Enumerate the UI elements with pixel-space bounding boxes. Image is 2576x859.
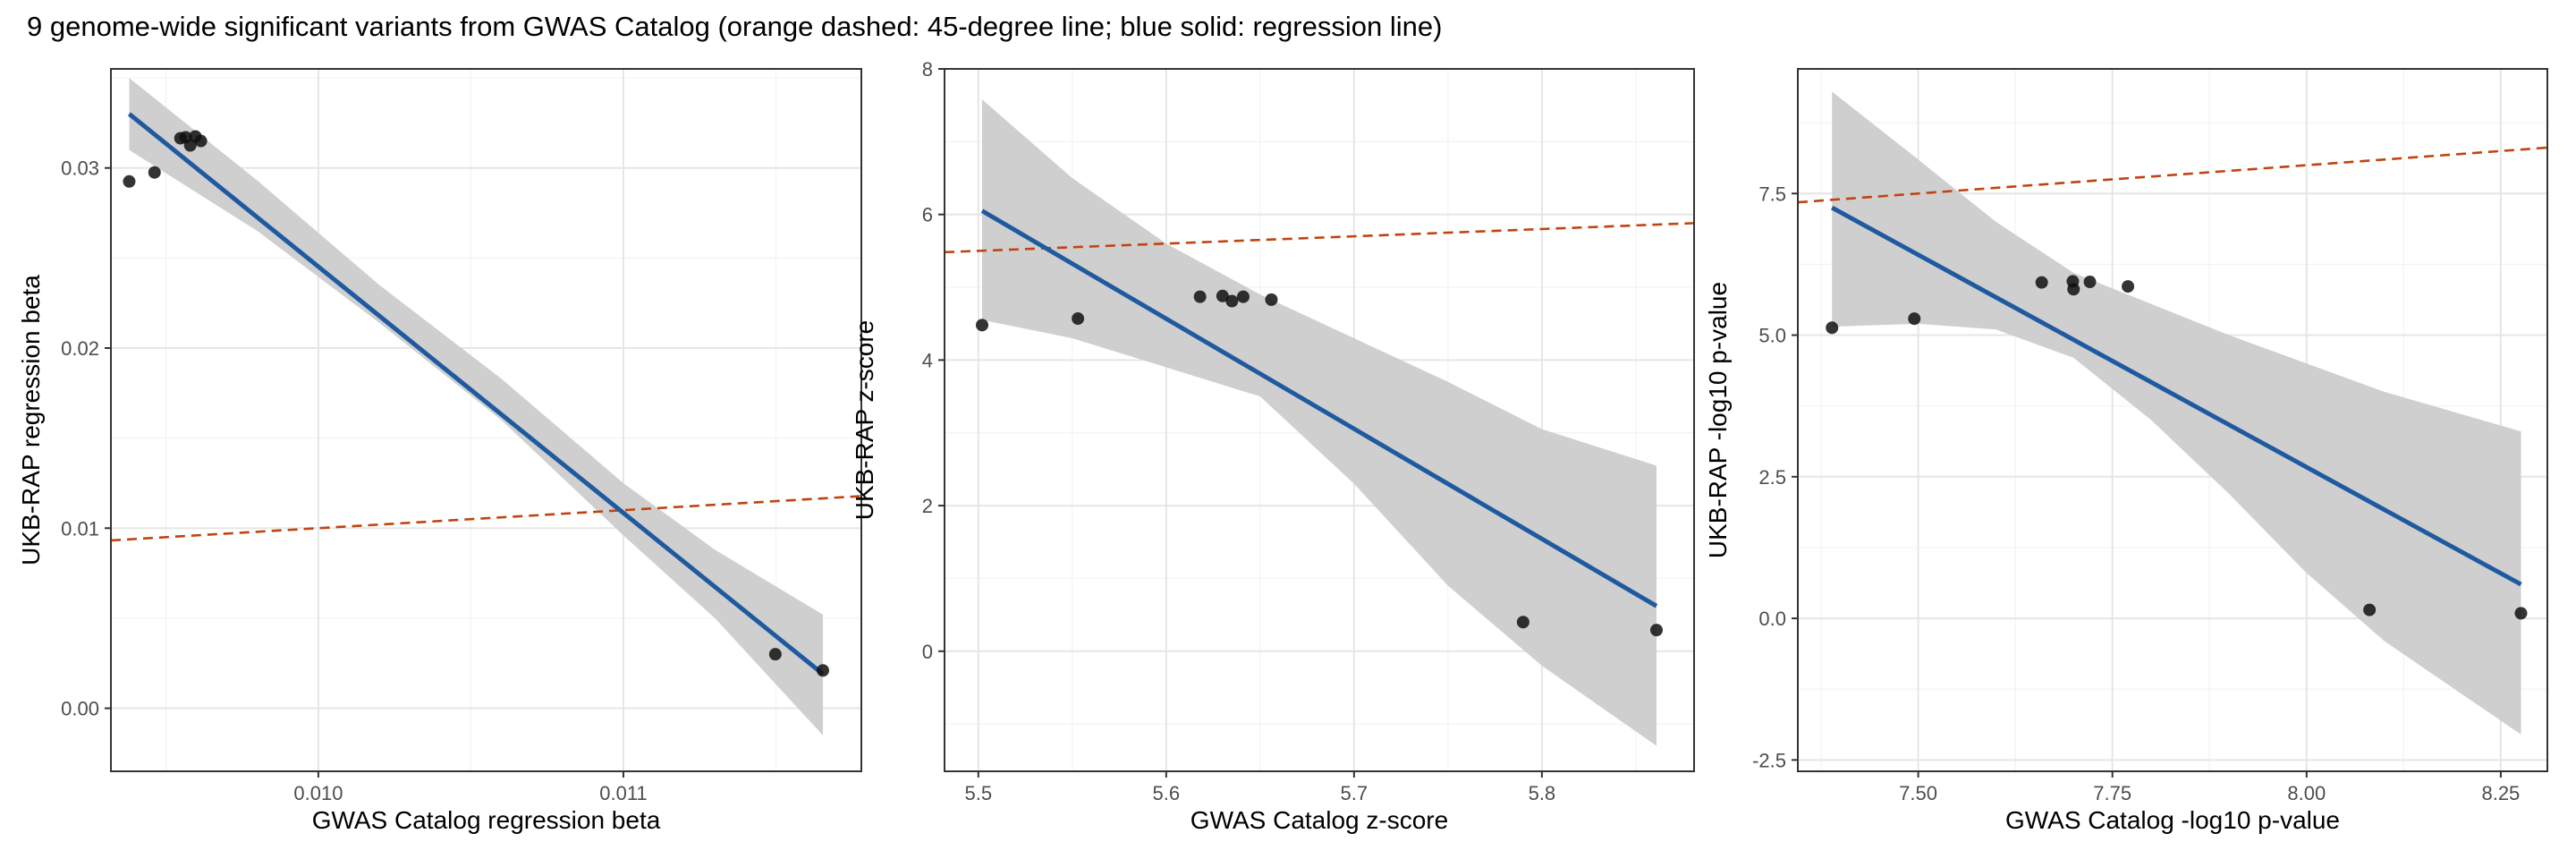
y-tick-label: 2.5 <box>1758 466 1786 489</box>
data-point <box>1649 624 1663 637</box>
confidence-band <box>982 99 1657 746</box>
data-point <box>1225 294 1239 308</box>
y-tick-label: -2.5 <box>1752 749 1786 771</box>
plot-area <box>1798 91 2547 735</box>
x-axis-title: GWAS Catalog z-score <box>1191 806 1448 834</box>
data-point <box>1193 290 1207 303</box>
data-point <box>2083 276 2097 289</box>
data-point <box>817 664 830 677</box>
panel-border <box>944 68 1695 772</box>
y-tick-label: 0.00 <box>61 698 99 720</box>
x-tick-label: 5.7 <box>1341 782 1368 804</box>
panel-border <box>1797 68 2548 772</box>
panel-zscore: 5.5 5.6 5.7 5.8 0 2 4 6 8 GWAS Catalog z-score UKB… <box>851 58 1695 834</box>
panel-log10p: 7.50 7.75 8.00 8.25 -2.5 0.0 2.5 5.0 7.5 GWAS Cat… <box>1704 68 2548 834</box>
y-tick-label: 2 <box>922 495 933 517</box>
data-point <box>123 174 136 188</box>
identity-line <box>1798 146 2547 204</box>
y-tick-label: 0 <box>922 641 933 663</box>
data-point <box>2035 276 2048 289</box>
data-point <box>976 319 989 332</box>
data-point <box>1908 312 1921 326</box>
identity-line <box>945 222 1694 254</box>
x-tick-label: 5.5 <box>965 782 993 804</box>
plot-area <box>111 78 861 736</box>
data-point <box>1236 290 1250 303</box>
panel-border <box>110 68 862 772</box>
data-point <box>1826 321 1839 335</box>
y-axis-title: UKB-RAP -log10 p-value <box>1704 282 1732 558</box>
confidence-band <box>1832 91 2521 735</box>
x-axis-title: GWAS Catalog regression beta <box>312 806 661 834</box>
y-axis-title: UKB-RAP regression beta <box>17 275 45 566</box>
y-tick-label: 6 <box>922 204 933 226</box>
x-tick-label: 5.6 <box>1153 782 1181 804</box>
x-tick-label: 5.8 <box>1529 782 1556 804</box>
identity-line <box>111 495 861 542</box>
x-tick-label: 8.00 <box>2287 782 2326 804</box>
data-point <box>2122 280 2135 293</box>
x-tick-label: 8.25 <box>2481 782 2520 804</box>
data-point <box>148 166 161 179</box>
x-tick-label: 0.011 <box>599 782 647 804</box>
x-tick-label: 7.50 <box>1899 782 1937 804</box>
y-tick-label: 0.01 <box>61 517 99 540</box>
y-tick-label: 4 <box>922 349 933 371</box>
y-axis-title: UKB-RAP z-score <box>851 320 878 521</box>
data-point <box>1072 312 1085 326</box>
y-tick-label: 0.02 <box>61 337 99 360</box>
y-tick-label: 8 <box>922 58 933 81</box>
figure-title: 9 genome-wide significant variants from … <box>27 11 1442 42</box>
data-point <box>2514 607 2528 620</box>
data-point <box>1516 616 1530 629</box>
data-point <box>2067 283 2080 296</box>
x-axis-title: GWAS Catalog -log10 p-value <box>2005 806 2340 834</box>
data-point <box>768 648 782 661</box>
data-point <box>194 134 208 148</box>
x-tick-label: 7.75 <box>2093 782 2131 804</box>
confidence-band <box>129 78 824 736</box>
y-tick-label: 7.5 <box>1758 183 1786 205</box>
panel-beta: 0.010 0.011 0.00 0.01 0.02 0.03 GWAS Catalog r… <box>17 68 862 834</box>
y-tick-label: 5.0 <box>1758 325 1786 347</box>
data-point <box>2363 603 2377 617</box>
data-point <box>1265 293 1278 306</box>
regression-line <box>1831 205 2522 587</box>
plot-area <box>945 99 1694 746</box>
y-tick-label: 0.03 <box>61 157 99 180</box>
y-tick-label: 0.0 <box>1758 608 1786 630</box>
data-point <box>1216 289 1229 302</box>
regression-line <box>127 112 825 676</box>
regression-line <box>980 208 1658 608</box>
x-tick-label: 0.010 <box>293 782 343 804</box>
